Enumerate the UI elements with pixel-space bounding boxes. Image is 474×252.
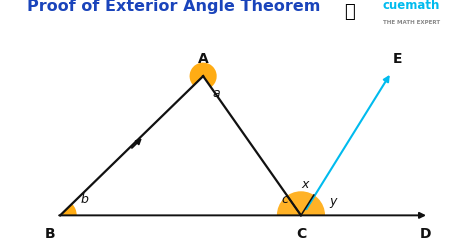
Text: 🚀: 🚀 xyxy=(344,3,355,21)
Text: x: x xyxy=(302,178,309,191)
Text: B: B xyxy=(45,227,55,241)
Text: D: D xyxy=(419,227,431,241)
Text: A: A xyxy=(198,52,209,66)
Wedge shape xyxy=(277,191,325,215)
Text: E: E xyxy=(392,52,402,66)
Text: c: c xyxy=(281,193,288,206)
Text: y: y xyxy=(329,195,337,208)
Wedge shape xyxy=(190,62,217,87)
Text: THE MATH EXPERT: THE MATH EXPERT xyxy=(383,20,440,25)
Text: a: a xyxy=(212,87,220,100)
Text: Proof of Exterior Angle Theorem: Proof of Exterior Angle Theorem xyxy=(27,0,320,14)
Text: C: C xyxy=(296,227,306,241)
Text: b: b xyxy=(80,193,88,206)
Text: cuemath: cuemath xyxy=(383,0,440,12)
Wedge shape xyxy=(60,204,77,215)
